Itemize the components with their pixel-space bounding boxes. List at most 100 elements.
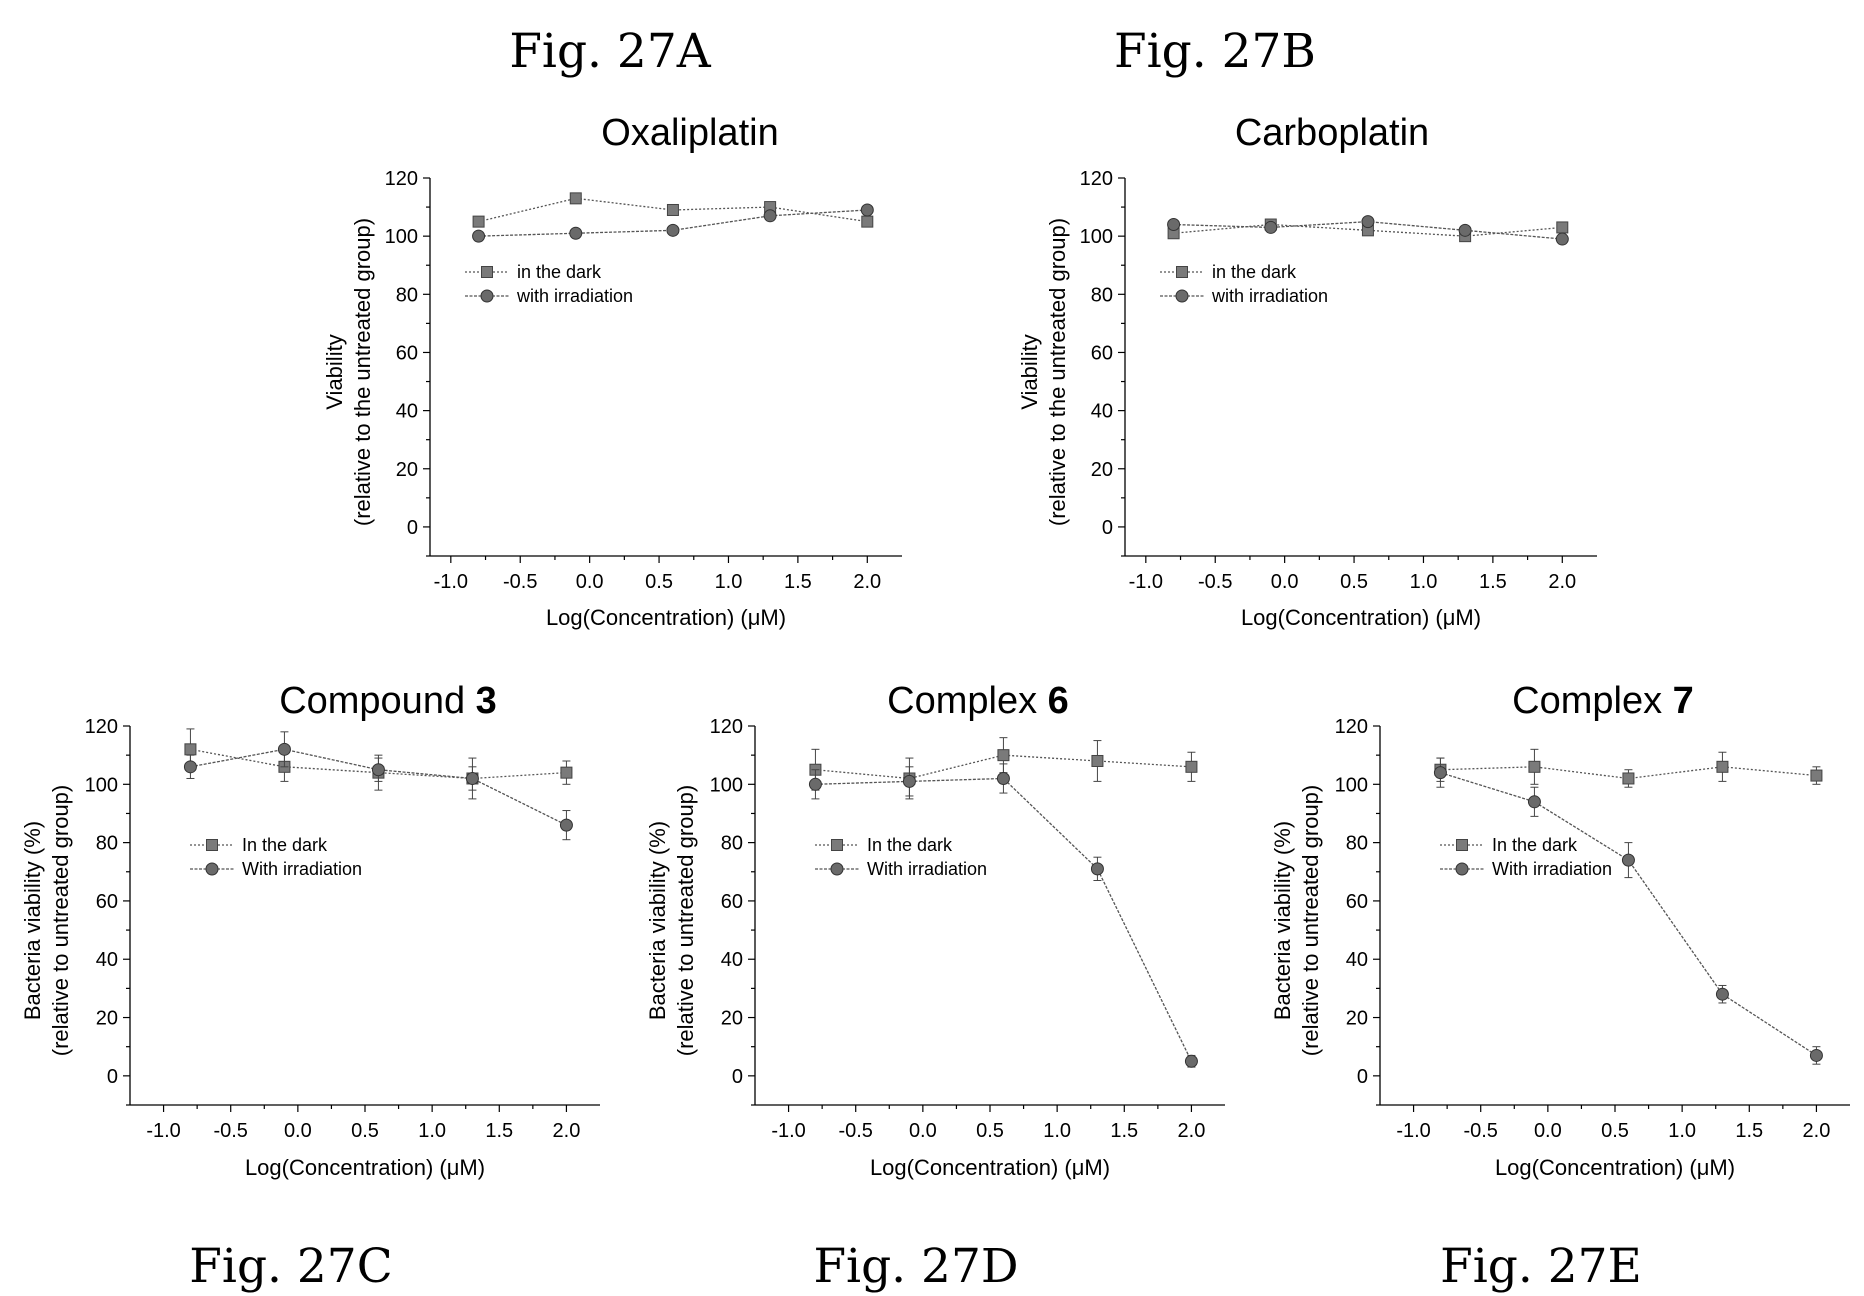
x-tick-label: 2.0 — [1803, 1120, 1831, 1142]
data-point — [1809, 1048, 1823, 1062]
x-tick-label: 0.0 — [1271, 571, 1299, 593]
y-tick-label: 120 — [710, 716, 743, 738]
y-tick-label: 20 — [396, 459, 418, 481]
x-tick-label: -1.0 — [1396, 1120, 1430, 1142]
legend-marker — [1455, 862, 1469, 876]
legend-marker — [205, 862, 219, 876]
chart-title: Complex 6 — [887, 680, 1069, 722]
data-point — [1716, 760, 1729, 773]
x-tick-label: 1.0 — [1410, 571, 1438, 593]
data-point — [277, 742, 291, 756]
data-point — [465, 771, 479, 785]
data-point — [1090, 862, 1104, 876]
y-tick-label: 60 — [96, 891, 118, 913]
y-tick-label: 0 — [107, 1066, 118, 1088]
data-point — [1715, 987, 1729, 1001]
y-axis-label: Bacteria viability (%) — [1270, 821, 1295, 1020]
chart-title: Compound 3 — [279, 680, 497, 722]
series-dark — [1434, 748, 1823, 788]
chart-title: Complex 7 — [1512, 680, 1694, 722]
x-tick-label: -0.5 — [503, 571, 537, 593]
x-tick-label: -1.0 — [1129, 571, 1163, 593]
legend-marker — [481, 266, 493, 278]
x-tick-label: 2.0 — [1178, 1120, 1206, 1142]
data-point — [1621, 853, 1635, 867]
chart-27a: Fig. 27A Oxaliplatin 0 20 40 60 80 100 120 -1.0 -0… — [322, 24, 902, 630]
legend: In the dark With irradiation — [815, 835, 987, 879]
x-tick-label: 0.5 — [351, 1120, 379, 1142]
data-point — [666, 203, 679, 216]
x-tick-label: 1.5 — [485, 1120, 513, 1142]
x-axis-label: Log(Concentration) (μM) — [870, 1155, 1110, 1180]
data-point — [996, 771, 1010, 785]
y-tick-label: 80 — [96, 833, 118, 855]
y-tick-label: 40 — [721, 949, 743, 971]
legend-marker — [480, 289, 494, 303]
chart-title-text: Carboplatin — [1235, 112, 1429, 154]
y-tick-label: 100 — [1080, 226, 1113, 248]
x-tick-label: 0.5 — [976, 1120, 1004, 1142]
data-point — [1167, 218, 1181, 232]
data-point — [472, 215, 485, 228]
y-tick-label: 0 — [732, 1066, 743, 1088]
x-tick-label: 0.0 — [909, 1120, 937, 1142]
y-tick-label: 80 — [1091, 284, 1113, 306]
series-dark — [472, 192, 874, 228]
data-point — [902, 774, 916, 788]
y-axis-label-secondary: (relative to untreated group) — [1298, 785, 1323, 1057]
legend-label: with irradiation — [516, 286, 633, 306]
legend-marker — [1175, 289, 1189, 303]
y-axis-label-secondary: (relative to untreated group) — [673, 785, 698, 1057]
figure-label: Fig. 27C — [189, 1239, 392, 1294]
y-tick-label: 20 — [1091, 459, 1113, 481]
y-tick-label: 0 — [1357, 1066, 1368, 1088]
x-tick-label: -0.5 — [838, 1120, 872, 1142]
chart-27c: Fig. 27C Compound 3 0 20 40 60 80 100 120 -1.0 -0.… — [20, 680, 600, 1294]
data-point — [559, 818, 573, 832]
legend-label: with irradiation — [1211, 286, 1328, 306]
legend: In the dark With irradiation — [190, 835, 362, 879]
legend-label: With irradiation — [1492, 859, 1612, 879]
x-tick-label: 1.0 — [1043, 1120, 1071, 1142]
legend: in the dark with irradiation — [465, 262, 633, 306]
y-tick-label: 40 — [1091, 401, 1113, 423]
x-tick-label: 0.5 — [1601, 1120, 1629, 1142]
x-tick-label: 1.5 — [1735, 1120, 1763, 1142]
x-axis-label: Log(Concentration) (μM) — [1495, 1155, 1735, 1180]
y-axis-label: Bacteria viability (%) — [645, 821, 670, 1020]
data-point — [1433, 766, 1447, 780]
data-point — [1185, 760, 1198, 773]
y-tick-label: 120 — [85, 716, 118, 738]
data-point — [371, 763, 385, 777]
x-tick-label: 0.0 — [1534, 1120, 1562, 1142]
y-tick-label: 20 — [721, 1008, 743, 1030]
y-tick-label: 0 — [407, 517, 418, 539]
series-irradiation — [808, 763, 1198, 1068]
y-tick-label: 80 — [1346, 833, 1368, 855]
figure-label: Fig. 27B — [1114, 24, 1316, 79]
y-tick-label: 60 — [396, 342, 418, 364]
y-tick-label: 60 — [1091, 342, 1113, 364]
x-tick-label: 2.0 — [1548, 571, 1576, 593]
series-line — [1440, 772, 1817, 1056]
y-axis-label: Viability — [1017, 334, 1042, 409]
chart-title-text: Compound — [279, 680, 475, 722]
data-point — [184, 743, 197, 756]
x-tick-label: 0.0 — [576, 571, 604, 593]
data-point — [860, 203, 874, 217]
legend: In the dark With irradiation — [1440, 835, 1612, 879]
x-tick-label: 1.5 — [1479, 571, 1507, 593]
figure-label: Fig. 27D — [813, 1239, 1018, 1294]
y-tick-label: 120 — [1335, 716, 1368, 738]
data-point — [1361, 215, 1375, 229]
data-point — [1527, 795, 1541, 809]
x-tick-label: 1.0 — [1668, 1120, 1696, 1142]
chart-title-text: Oxaliplatin — [601, 112, 778, 154]
data-point — [472, 229, 486, 243]
y-tick-label: 20 — [96, 1008, 118, 1030]
data-point — [1458, 223, 1472, 237]
x-tick-label: 0.5 — [1340, 571, 1368, 593]
y-tick-label: 100 — [385, 226, 418, 248]
